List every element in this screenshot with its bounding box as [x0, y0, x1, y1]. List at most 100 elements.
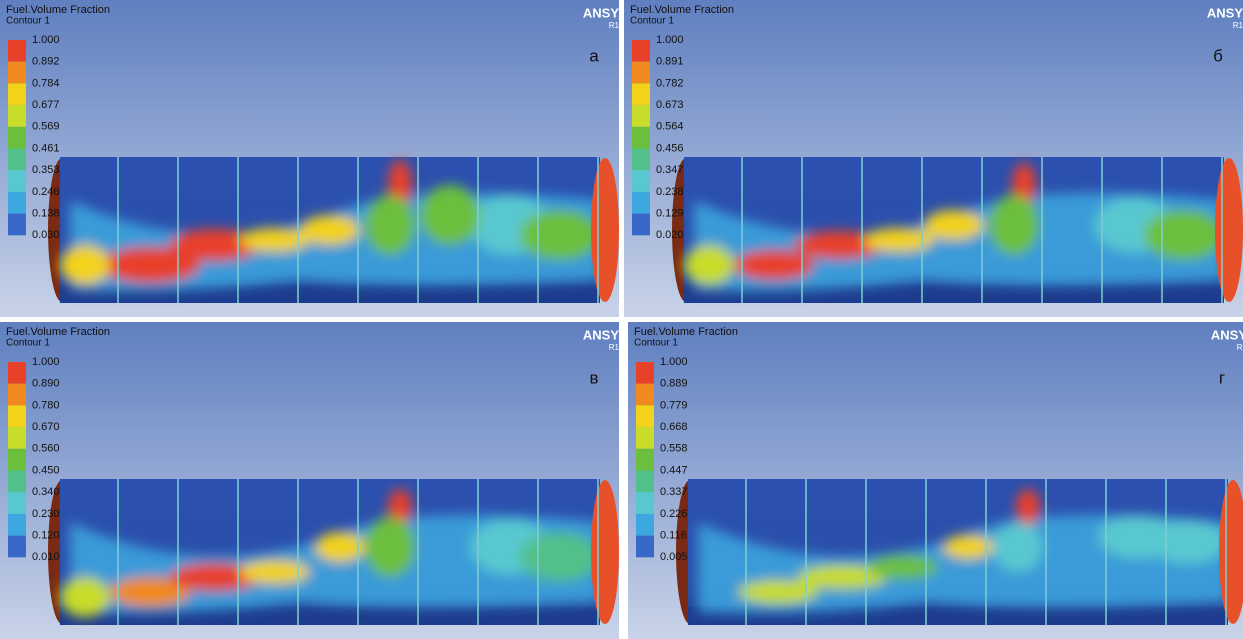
legend-label: 0.337	[660, 486, 688, 498]
contour-blob	[520, 210, 600, 260]
legend-swatch	[632, 83, 650, 105]
legend-label: 0.677	[32, 99, 60, 111]
contour-blob	[60, 577, 110, 617]
legend-label: 0.005	[660, 551, 688, 563]
panel: Fuel.Volume FractionContour 1ANSYR1г1.00…	[628, 322, 1243, 639]
legend-swatch	[8, 105, 26, 127]
contour-blob	[1148, 520, 1228, 564]
legend-title: Fuel.Volume Fraction	[6, 326, 110, 338]
contour-blob	[60, 245, 110, 285]
contour-blob	[1016, 489, 1040, 525]
legend-swatch	[632, 149, 650, 171]
legend-label: 0.558	[660, 443, 688, 455]
legend-swatch	[8, 192, 26, 214]
legend-subtitle: Contour 1	[630, 16, 674, 27]
panel-letter: б	[1213, 46, 1223, 65]
legend-swatch	[636, 514, 654, 536]
legend-label: 0.010	[32, 551, 60, 563]
cylinder-right-cap	[1215, 158, 1243, 302]
legend-swatch	[8, 149, 26, 171]
legend-label: 0.226	[660, 508, 688, 520]
legend-swatch	[8, 471, 26, 493]
legend-label: 0.340	[32, 486, 60, 498]
legend-swatch	[636, 471, 654, 493]
legend-swatch	[632, 105, 650, 127]
legend-swatch	[8, 83, 26, 105]
legend-swatch	[636, 427, 654, 449]
cylinder-right-cap	[591, 158, 619, 302]
legend-swatch	[632, 170, 650, 192]
contour-blob	[993, 522, 1043, 572]
legend-swatch	[8, 127, 26, 149]
legend-label: 0.673	[656, 99, 684, 111]
legend-swatch	[636, 405, 654, 427]
legend-swatch	[8, 40, 26, 62]
legend-label: 0.238	[656, 186, 684, 198]
legend-subtitle: Contour 1	[634, 338, 678, 349]
logo: ANSY	[1207, 5, 1243, 20]
logo: ANSY	[583, 5, 619, 20]
legend-swatch	[8, 170, 26, 192]
legend-label: 0.891	[656, 56, 684, 68]
contour-blob	[240, 560, 310, 584]
logo: ANSY	[583, 327, 619, 342]
legend-swatch	[632, 214, 650, 236]
panel-letter: а	[589, 46, 599, 65]
contour-blob	[989, 195, 1039, 255]
panel-letter: в	[589, 368, 598, 387]
legend-title: Fuel.Volume Fraction	[634, 326, 738, 338]
legend-label: 0.670	[32, 421, 60, 433]
legend-subtitle: Contour 1	[6, 16, 50, 27]
cylinder-right-cap	[591, 480, 619, 624]
logo-version: R1	[609, 343, 620, 352]
legend-title: Fuel.Volume Fraction	[6, 4, 110, 16]
legend-title: Fuel.Volume Fraction	[630, 4, 734, 16]
legend-label: 0.780	[32, 399, 60, 411]
legend-label: 0.890	[32, 378, 60, 390]
legend-swatch	[632, 40, 650, 62]
legend-label: 0.461	[32, 142, 60, 154]
legend-label: 0.246	[32, 186, 60, 198]
legend-swatch	[636, 362, 654, 384]
legend-label: 0.353	[32, 164, 60, 176]
contour-blob	[868, 555, 938, 579]
contour-blob	[924, 210, 984, 240]
legend-swatch	[636, 492, 654, 514]
legend-swatch	[8, 536, 26, 558]
legend-label: 1.000	[660, 356, 688, 368]
legend-swatch	[636, 384, 654, 406]
legend-label: 0.779	[660, 399, 688, 411]
legend-label: 0.230	[32, 508, 60, 520]
logo: ANSY	[1211, 327, 1243, 342]
legend-swatch	[8, 514, 26, 536]
legend-label: 0.138	[32, 208, 60, 220]
contour-blob	[520, 532, 600, 582]
legend-label: 1.000	[32, 34, 60, 46]
legend-swatch	[8, 62, 26, 84]
legend-label: 0.030	[32, 229, 60, 241]
contour-blob	[684, 245, 734, 285]
legend-swatch	[8, 492, 26, 514]
legend-swatch	[8, 384, 26, 406]
logo-version: R1	[609, 21, 620, 30]
legend-subtitle: Contour 1	[6, 338, 50, 349]
contour-blob	[864, 228, 934, 252]
legend-swatch	[8, 449, 26, 471]
legend-swatch	[8, 362, 26, 384]
legend-swatch	[8, 214, 26, 236]
legend-label: 0.456	[656, 142, 684, 154]
legend-swatch	[8, 427, 26, 449]
legend-swatch	[8, 405, 26, 427]
legend-swatch	[636, 449, 654, 471]
legend-label: 0.447	[660, 464, 688, 476]
contour-blob	[1144, 210, 1224, 260]
legend-swatch	[632, 192, 650, 214]
legend-label: 0.347	[656, 164, 684, 176]
legend-swatch	[632, 62, 650, 84]
legend-swatch	[632, 127, 650, 149]
legend-label: 0.782	[656, 77, 684, 89]
contour-blob	[300, 215, 360, 245]
legend-label: 0.668	[660, 421, 688, 433]
